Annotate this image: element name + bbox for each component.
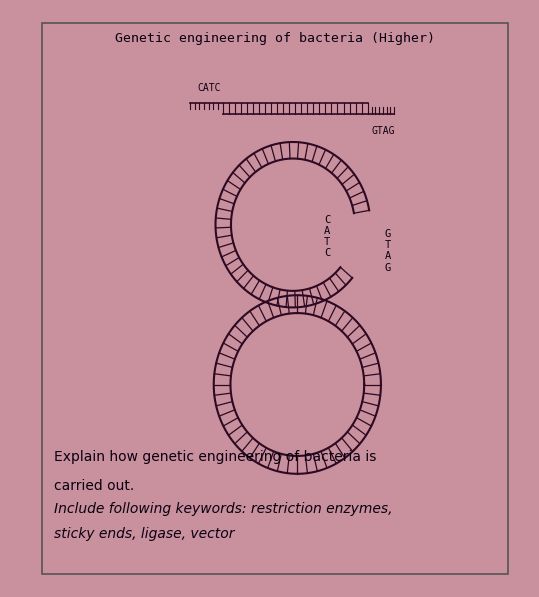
Text: T: T	[385, 240, 391, 250]
Text: Include following keywords: restriction enzymes,: Include following keywords: restriction …	[53, 502, 392, 516]
Text: A: A	[324, 226, 330, 236]
Text: sticky ends, ligase, vector: sticky ends, ligase, vector	[53, 527, 234, 541]
Text: GTAG: GTAG	[372, 126, 395, 136]
Text: carried out.: carried out.	[53, 479, 134, 493]
Text: Genetic engineering of bacteria (Higher): Genetic engineering of bacteria (Higher)	[115, 32, 436, 45]
Text: C: C	[324, 248, 330, 259]
Text: G: G	[385, 229, 391, 239]
Text: CATC: CATC	[198, 83, 221, 93]
Text: T: T	[324, 237, 330, 247]
Text: A: A	[385, 251, 391, 261]
Text: Explain how genetic engineering of bacteria is: Explain how genetic engineering of bacte…	[53, 450, 376, 464]
Text: C: C	[324, 214, 330, 224]
Text: G: G	[385, 263, 391, 273]
